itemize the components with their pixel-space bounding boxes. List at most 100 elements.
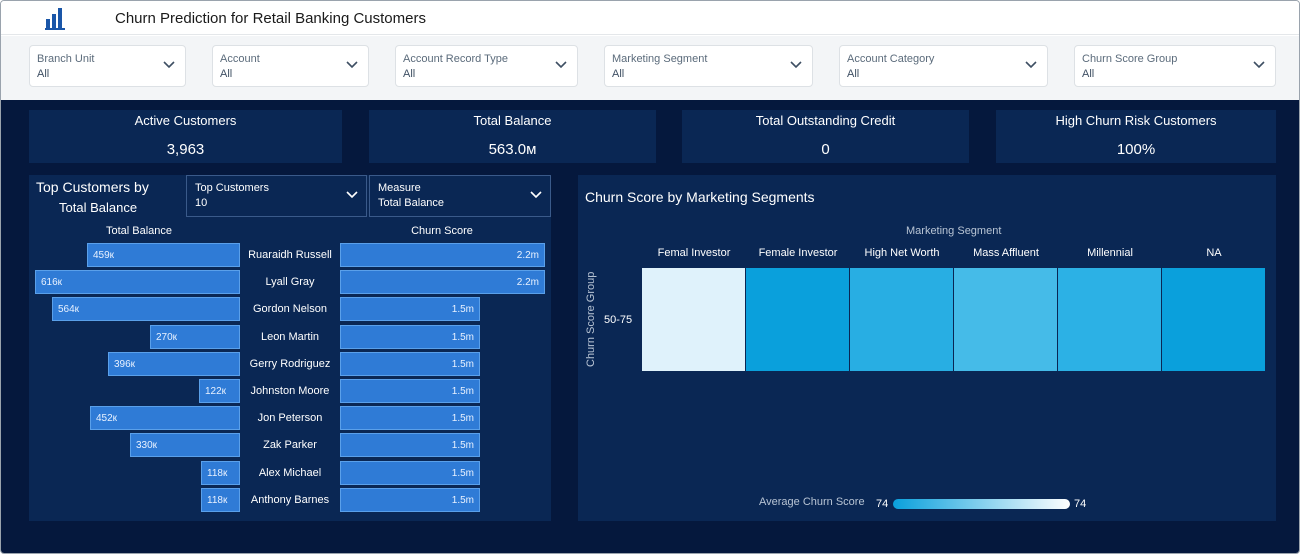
heatmap-column-label: Female Investor: [758, 247, 838, 259]
heatmap-column-label: Mass Affluent: [973, 247, 1039, 259]
chevron-down-icon: [163, 61, 175, 69]
chevron-down-icon: [346, 61, 358, 69]
dropdown-value: Total Balance: [378, 197, 445, 209]
kpi-active-customers: Active Customers 3,963: [29, 110, 342, 163]
churn-bar[interactable]: 1.5m: [340, 433, 480, 458]
customer-name: Alex Michael: [258, 466, 322, 479]
balance-value-label: 396к: [114, 358, 136, 370]
customer-name: Gerry Rodriguez: [249, 357, 331, 370]
measure-dropdown[interactable]: Measure Total Balance: [369, 175, 551, 217]
balance-bar[interactable]: 270к: [150, 324, 240, 349]
churn-bar[interactable]: 1.5m: [340, 379, 480, 403]
balance-bar[interactable]: 564к: [52, 297, 240, 322]
balance-value-label: 330к: [136, 440, 158, 452]
churn-bar[interactable]: 1.5m: [340, 460, 480, 485]
churn-value-label: 1.5m: [451, 331, 474, 343]
filter-label: Account: [220, 53, 260, 65]
churn-bar[interactable]: 2.2m: [340, 243, 545, 267]
filter-account-record-type[interactable]: Account Record Type All: [395, 45, 578, 87]
balance-value-label: 564к: [58, 304, 80, 316]
chevron-down-icon: [555, 61, 567, 69]
balance-bar[interactable]: 118к: [201, 487, 240, 512]
chevron-down-icon: [790, 61, 802, 69]
churn-bar[interactable]: 1.5m: [340, 324, 480, 349]
filter-bar: Branch Unit All Account All Account Reco…: [1, 36, 1299, 100]
top-customers-title-line2: Total Balance: [59, 200, 138, 215]
kpi-title: Active Customers: [134, 113, 237, 128]
chevron-down-icon: [530, 191, 542, 199]
heatmap-cell[interactable]: [642, 268, 746, 371]
balance-bar[interactable]: 330к: [130, 433, 240, 458]
heatmap-column-label: High Net Worth: [864, 247, 940, 259]
churn-value-label: 1.5m: [451, 358, 474, 370]
balance-bar[interactable]: 459к: [87, 243, 240, 267]
top-customers-title-line1: Top Customers by: [36, 179, 149, 195]
heatmap-row-label: 50-75: [604, 314, 633, 326]
heatmap-cell[interactable]: [954, 268, 1058, 371]
kpi-value: 563.0м: [488, 141, 537, 158]
dropdown-label: Top Customers: [195, 182, 269, 194]
kpi-value: 100%: [1116, 141, 1156, 158]
dropdown-value: 10: [195, 197, 208, 209]
kpi-high-churn-risk: High Churn Risk Customers 100%: [996, 110, 1276, 163]
heatmap-cell[interactable]: [1162, 268, 1266, 371]
heatmap-y-axis-title: Churn Score Group: [585, 271, 597, 367]
churn-bar[interactable]: 1.5m: [340, 297, 480, 322]
heatmap-column-label: Femal Investor: [657, 247, 731, 259]
churn-value-label: 1.5m: [451, 386, 474, 397]
balance-bar[interactable]: 122к: [199, 379, 240, 403]
app-header: Churn Prediction for Retail Banking Cust…: [1, 1, 1299, 35]
balance-value-label: 118к: [207, 467, 228, 479]
churn-value-label: 1.5m: [451, 467, 474, 479]
customer-name: Jon Peterson: [257, 412, 323, 425]
balance-bar[interactable]: 452к: [90, 406, 240, 431]
customer-name: Anthony Barnes: [250, 493, 330, 506]
churn-bar[interactable]: 1.5m: [340, 351, 480, 376]
legend-min: 74: [876, 498, 889, 510]
balance-value-label: 452к: [96, 413, 118, 425]
churn-value-label: 1.5m: [451, 304, 474, 316]
filter-churn-score-group[interactable]: Churn Score Group All: [1074, 45, 1276, 87]
chevron-down-icon: [1253, 61, 1265, 69]
churn-value-label: 2.2m: [516, 277, 539, 289]
balance-value-label: 459к: [93, 250, 115, 261]
customer-name: Leon Martin: [260, 330, 320, 343]
filter-value: All: [612, 68, 625, 80]
filter-branch-unit[interactable]: Branch Unit All: [29, 45, 186, 87]
heatmap-cell[interactable]: [850, 268, 954, 371]
legend-max: 74: [1074, 498, 1087, 510]
balance-bar[interactable]: 616к: [35, 270, 240, 295]
kpi-value: 3,963: [166, 141, 205, 158]
churn-value-label: 2.2m: [516, 250, 539, 261]
churn-bar[interactable]: 1.5m: [340, 406, 480, 431]
filter-value: All: [37, 68, 50, 80]
filter-marketing-segment[interactable]: Marketing Segment All: [604, 45, 813, 87]
dashboard-body: Active Customers 3,963 Total Balance 563…: [1, 100, 1299, 553]
churn-bar[interactable]: 1.5m: [340, 487, 480, 512]
filter-label: Account Record Type: [403, 53, 508, 65]
filter-label: Churn Score Group: [1082, 53, 1178, 65]
filter-value: All: [1082, 68, 1095, 80]
balance-bar[interactable]: 118к: [201, 460, 240, 485]
heatmap-cell[interactable]: [1058, 268, 1162, 371]
top-customers-dropdown[interactable]: Top Customers 10: [186, 175, 367, 217]
kpi-title: High Churn Risk Customers: [1055, 113, 1217, 128]
filter-account[interactable]: Account All: [212, 45, 369, 87]
filter-account-category[interactable]: Account Category All: [839, 45, 1048, 87]
balance-bar[interactable]: 396к: [108, 351, 240, 376]
heatmap-title: Churn Score by Marketing Segments: [585, 189, 815, 205]
balance-value-label: 122к: [205, 386, 227, 397]
balance-column-header: Total Balance: [105, 225, 173, 237]
bar-chart-icon: [45, 8, 65, 30]
kpi-value: 0: [821, 141, 830, 158]
churn-value-label: 1.5m: [451, 413, 474, 425]
customer-name: Johnston Moore: [250, 385, 330, 397]
filter-value: All: [220, 68, 233, 80]
heatmap-panel: Churn Score by Marketing Segments Market…: [578, 175, 1276, 521]
heatmap-cell[interactable]: [746, 268, 850, 371]
customer-name: Ruaraidh Russell: [248, 249, 332, 261]
churn-bar[interactable]: 2.2m: [340, 270, 545, 295]
top-customers-panel: Top Customers by Total Balance Top Custo…: [29, 175, 551, 521]
app-title: Churn Prediction for Retail Banking Cust…: [115, 10, 426, 27]
